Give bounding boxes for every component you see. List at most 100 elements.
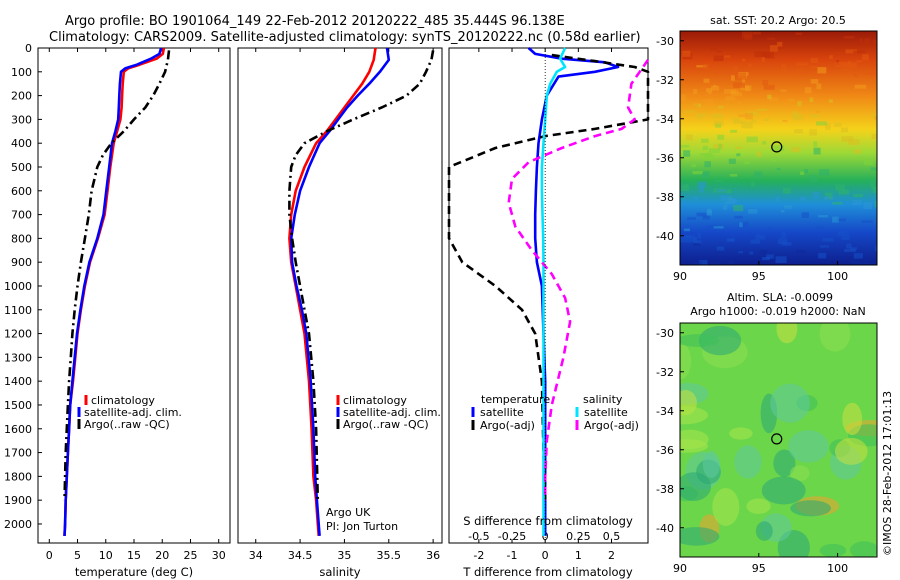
y-tick-label: 100 (11, 66, 32, 79)
sst-texture-cell (769, 45, 778, 52)
sst-texture-cell (702, 145, 708, 150)
sst-texture-cell (724, 55, 731, 58)
sla-map-frame (679, 322, 878, 558)
sst-texture-cell (844, 249, 856, 252)
x-tick-label: 10 (99, 549, 113, 562)
sla-texture-blob (680, 334, 720, 347)
sst-texture-cell (724, 89, 736, 94)
sst-texture-cell (772, 145, 785, 152)
sst-texture-cell (871, 186, 877, 189)
sst-texture-cell (693, 236, 698, 244)
sst-texture-cell (748, 63, 752, 67)
sst-texture-cell (735, 146, 743, 149)
sst-texture-cell (731, 75, 735, 81)
sst-texture-cell (708, 148, 720, 153)
sst-texture-cell (750, 180, 755, 187)
sst-texture-cell (730, 129, 738, 133)
sst-texture-cell (792, 111, 799, 119)
legend-label-sal-argo: Argo(-adj) (584, 419, 639, 432)
lon-tick-label: 90 (673, 562, 687, 575)
sst-texture-cell (733, 65, 738, 73)
sst-texture-cell (809, 97, 814, 103)
sst-texture-cell (687, 217, 696, 220)
y-tick-label: 800 (11, 232, 32, 245)
sst-texture-cell (761, 56, 765, 63)
y-tick-label: 1500 (4, 399, 32, 412)
sst-texture-cell (846, 62, 857, 69)
sst-texture-cell (718, 143, 722, 150)
imos-credit: ©IMOS 28-Feb-2012 17:01:13 (881, 391, 894, 556)
series-line (289, 47, 391, 536)
sst-texture-cell (872, 187, 877, 193)
sst-texture-cell (832, 201, 843, 205)
sst-texture-cell (818, 215, 828, 218)
sst-texture-cell (859, 38, 863, 44)
sst-texture-cell (761, 252, 765, 256)
sst-texture-cell (736, 153, 741, 157)
sst-texture-cell (782, 187, 791, 194)
x-tick-label: 15 (127, 549, 141, 562)
sst-texture-cell (782, 120, 788, 122)
sst-texture-cell (696, 212, 707, 217)
sst-texture-cell (874, 116, 877, 121)
salinity-panel: 34 34.5 35 35.5 36 salinity climatology sate… (237, 47, 443, 579)
sst-texture-cell (716, 246, 725, 251)
sst-texture-cell (837, 231, 845, 237)
y-tick-label: 1400 (4, 375, 32, 388)
sst-texture-cell (864, 38, 870, 45)
lat-tick-label: -36 (656, 444, 674, 457)
s-tick-label: 0.25 (566, 530, 591, 543)
sst-texture-cell (711, 86, 720, 91)
lat-tick-label: -40 (656, 522, 674, 535)
sst-texture-cell (702, 171, 710, 176)
sst-texture-cell (734, 215, 743, 219)
sst-texture-cell (869, 179, 875, 187)
sst-texture-cell (693, 196, 699, 200)
legend-label-temp-argo: Argo(-adj) (480, 419, 535, 432)
sst-texture-cell (775, 256, 787, 264)
sla-texture-blob (680, 527, 720, 546)
sst-texture-cell (708, 91, 712, 95)
sla-texture-blob (734, 445, 762, 479)
sst-map-panel: sat. SST: 20.2 Argo: 20.5 90 95 100 -30 -32 -… (656, 14, 878, 283)
y-tick-label: 1000 (4, 280, 32, 293)
y-tick-label: 200 (11, 90, 32, 103)
sst-texture-cell (840, 68, 850, 71)
s-tick-label: -0.5 (468, 530, 489, 543)
sst-texture-cell (832, 216, 839, 223)
sst-texture-cell (863, 158, 874, 166)
sst-texture-cell (780, 64, 787, 71)
x-tick-label: 2 (608, 549, 615, 562)
s-tick-label: -0.25 (498, 530, 526, 543)
sst-texture-cell (716, 189, 727, 192)
sla-texture-blob (819, 543, 847, 557)
sst-texture-cell (724, 201, 731, 205)
y-tick-label: 500 (11, 161, 32, 174)
difference-panel: -2 -1 0 1 2 -0.5 -0.25 0 0.25 0.5 T difference f… (447, 47, 650, 579)
legend-label-sal-satellite: satellite (584, 406, 628, 419)
sst-texture-cell (863, 202, 872, 209)
temperature-panel: 0100200300400500600700800900100011001200… (4, 42, 231, 579)
sst-texture-cell (809, 129, 817, 136)
argo-location-marker (771, 141, 783, 153)
sst-texture-cell (745, 112, 753, 120)
sst-texture-cell (843, 35, 855, 39)
sst-texture-cell (792, 229, 804, 232)
sst-texture-cell (775, 197, 780, 202)
sst-texture-cell (703, 99, 708, 104)
sst-texture-cell (707, 99, 714, 105)
sst-texture-cell (853, 253, 863, 259)
series-line (288, 50, 435, 501)
y-tick-label: 700 (11, 209, 32, 222)
sst-texture-cell (853, 50, 865, 54)
sst-texture-cell (746, 136, 758, 143)
sst-texture-cell (810, 58, 819, 64)
sst-texture-cell (713, 120, 724, 126)
sst-texture-cell (717, 134, 725, 140)
sla-texture-blob (680, 342, 692, 380)
lat-tick-label: -40 (656, 230, 674, 243)
sst-texture-cell (845, 49, 858, 54)
sst-texture-cell (867, 263, 876, 265)
sla-texture-blob (702, 451, 720, 478)
sst-texture-cell (853, 193, 864, 198)
